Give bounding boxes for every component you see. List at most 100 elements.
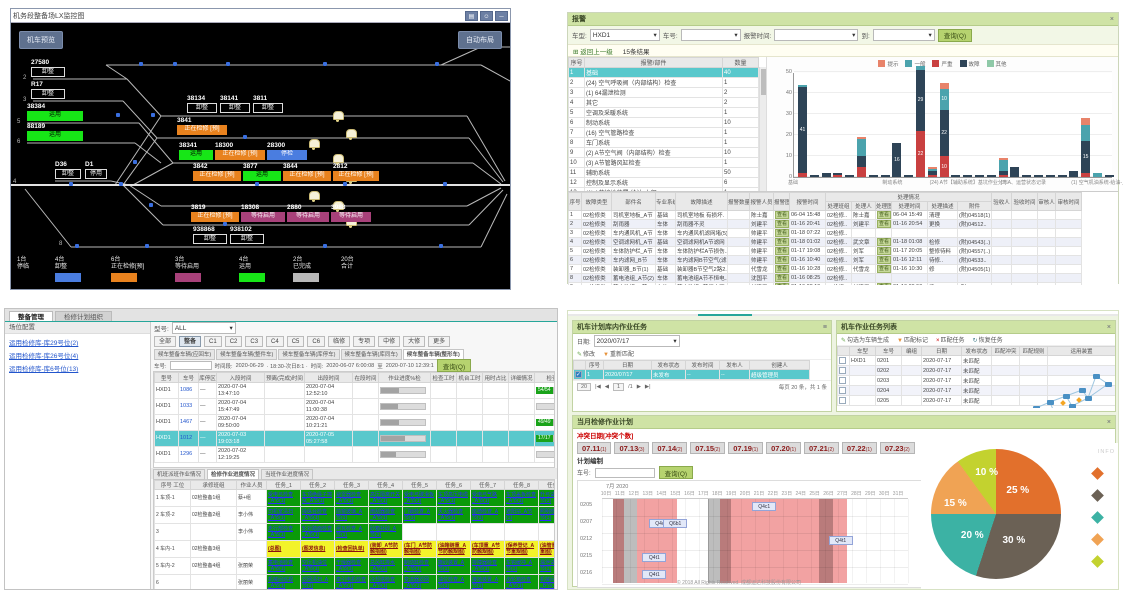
type-button[interactable]: C5	[286, 335, 305, 347]
bottom-subtab[interactable]: 机班派班作业情况	[153, 469, 206, 480]
task-link[interactable]: 避雷器检查_A节(1)	[336, 492, 362, 504]
task-link[interactable]: 车顶盖板检查_A节(1)	[506, 492, 537, 504]
task-link[interactable]: (车门_A节防触指图)	[404, 543, 433, 555]
task-link[interactable]: 机械间巡视_B节(1)	[540, 577, 555, 589]
vehicle-link[interactable]: 1296	[180, 451, 193, 457]
subtab[interactable]: 候车整备车辆(整形车)	[402, 348, 464, 360]
minimize-icon[interactable]: ─	[495, 10, 508, 21]
vehicle-link[interactable]: 1012	[180, 435, 193, 441]
type-button[interactable]: C6	[307, 335, 326, 347]
gantt-task-chip[interactable]: Q4t1	[828, 536, 853, 545]
task-link[interactable]: 干燥器检查_A节(1)	[336, 560, 362, 572]
task-link[interactable]: (车顶重_A节防触规图)	[472, 543, 501, 555]
filter-select[interactable]: ▾	[680, 29, 741, 41]
close-icon[interactable]: ×	[1109, 15, 1114, 23]
view-image-badge[interactable]: 查看	[775, 211, 789, 219]
task-link[interactable]: 蓄电池检查_A节(1)	[268, 560, 294, 572]
table-row[interactable]: 4 其它 2	[568, 97, 759, 108]
conflict-date-chip[interactable]: 07.22(1)	[841, 441, 877, 454]
view-image-badge[interactable]: 查看	[877, 256, 891, 264]
task-link[interactable]: 操纵台检查_A节(1)	[302, 509, 328, 521]
train-block[interactable]: 2880 等待启用	[287, 204, 329, 222]
task-link[interactable]: 司机室清扫_A节(1)	[268, 509, 294, 521]
task-link[interactable]: 变流器滤网_A节(1)	[404, 577, 430, 589]
task-link[interactable]: (保养登记_A节重规图)	[506, 543, 535, 555]
table-row[interactable]: 1 车顶-1 02检整备1组 蔡+组 受电弓检查_A节(1) 车顶绝缘子擦拭_A节(1)…	[154, 489, 555, 507]
date-value[interactable]: 2020-06-07 6:00:08	[326, 362, 375, 369]
table-row[interactable]: HXD1 1296 —2020-07-02 12:19:25	[154, 446, 554, 463]
train-block[interactable]: 3811 卸整	[253, 95, 283, 113]
table-row[interactable]: 2 02检修类 刮雨器 车体 刮雨器不灵 刘建平 查看 01-16 20:41 02检修.. 刘建…	[568, 219, 1083, 229]
task-link[interactable]: 撒砂装置_A节(1)	[438, 560, 465, 572]
type-button[interactable]: C1	[204, 335, 222, 347]
task-link[interactable]: 受电弓检查_A节(1)	[268, 492, 294, 504]
prep-query-button[interactable]: 查询(Q)	[436, 359, 472, 372]
bottom-subtab[interactable]: 当班作业进度情况	[261, 469, 314, 480]
table-row[interactable]: HXD1 0201 2020-07-17 未匹配	[837, 355, 1115, 366]
gantt-task-chip[interactable]: Q4c1	[752, 502, 777, 511]
table-row[interactable]: ✓ 1 2020/07/17 未发布 -- -- 超级管理员	[573, 369, 810, 380]
table-row[interactable]: HXD1 1467 —2020-07-04 09:50:00 2020-07-04 1…	[154, 414, 554, 431]
task-link[interactable]: 高压隔离开关_A节(1)	[370, 492, 401, 504]
task-link[interactable]: 走行部检查_A节(1)	[268, 526, 294, 538]
task-link[interactable]: (总图)	[268, 546, 282, 552]
train-block[interactable]: 88189 运用	[27, 123, 83, 141]
filter-select[interactable]: HXD1 ▾	[589, 29, 660, 41]
conflict-date-chip[interactable]: 07.19(1)	[728, 441, 764, 454]
task-link[interactable]: 车顶高压电缆_A节(1)	[438, 492, 469, 504]
conflict-date-chip[interactable]: 07.15(2)	[690, 441, 726, 454]
table-row[interactable]: 902检修类蓄电池组_B节(2)车体蓄电池组B节恒电不..刘建平查看01-16 …	[568, 282, 1083, 285]
vehicle-link[interactable]: 1033	[180, 403, 193, 409]
task-link[interactable]: 牵引电机检查_A节(1)	[336, 577, 367, 589]
page-size-select[interactable]: 20	[577, 382, 592, 391]
task-link[interactable]: 齿轮箱检查_A节(1)	[506, 577, 532, 589]
table-row[interactable]: HXD1 1033 —2020-07-04 15:47:49 2020-07-04 1…	[154, 398, 554, 415]
train-block[interactable]: 18300 正在检修 [预]	[215, 142, 265, 160]
table-row[interactable]: 7 02检修类 装卸器_B节(1) 基础 装卸器B节空气2路2.. 代雪龙 查看 01-16 …	[568, 264, 1083, 274]
subtab[interactable]: 候车整备车辆(应回车)	[154, 348, 216, 360]
tree-link[interactable]: 运用检修库-库26号位(4)	[9, 353, 79, 360]
task-link[interactable]: 闸瓦检查_A节(1)	[336, 526, 363, 538]
task-link[interactable]: 滤网清扫_A节(1)	[302, 577, 329, 589]
subtab[interactable]: 候车整备车辆(整件车)	[216, 348, 278, 360]
view-image-badge[interactable]: 查看	[877, 220, 891, 228]
task-link[interactable]: 雨刮器检查_A节(1)	[370, 509, 396, 521]
bottom-subtab[interactable]: 检修作业进度情况	[207, 469, 260, 480]
vehicle-link[interactable]: 1086	[180, 387, 193, 393]
conflict-date-chip[interactable]: 07.21(2)	[804, 441, 839, 454]
task-link[interactable]: 门锁检查_A节(1)	[404, 509, 431, 521]
train-block[interactable]: 28300 停检	[267, 142, 307, 160]
task-link[interactable]: 前窗玻璃_A节(1)	[336, 509, 363, 521]
table-row[interactable]: 4 02检修类 空调滤网机_A节 基础 空调滤网机A节滤网 帅建平 查看 01-18 01:0…	[568, 237, 1083, 247]
train-block[interactable]: 38134 卸整	[187, 95, 217, 113]
table-row[interactable]: 12 控制及显示系统 6	[568, 177, 759, 188]
table-row[interactable]: 5 空调及采暖系统 1	[568, 107, 759, 118]
table-row[interactable]: 2 (24) 空气呼吸阀（内部结构）检查 1	[568, 77, 759, 88]
view-image-badge[interactable]: 查看	[877, 238, 891, 246]
filter-select[interactable]: ▾	[774, 29, 859, 41]
table-row[interactable]: 6 制动系统 10	[568, 117, 759, 128]
checkbox-icon[interactable]	[839, 366, 846, 374]
gantt-query-button[interactable]: 查询(Q)	[658, 466, 694, 479]
task-link[interactable]: (油箱链重_A节防触规图)	[438, 543, 467, 555]
vehicle-link[interactable]: 1467	[180, 419, 193, 425]
type-button[interactable]: 更多	[428, 335, 451, 347]
train-block[interactable]: 3842 正在检修 [预]	[193, 163, 241, 181]
task-link[interactable]: 照明检查_A节(1)	[540, 509, 555, 521]
table-row[interactable]: 1 基础 40	[568, 67, 759, 78]
loco-preview-button[interactable]: 机车预览	[19, 31, 63, 49]
auto-layout-button[interactable]: 自动布局	[458, 31, 502, 49]
view-image-badge[interactable]: 查看	[877, 211, 891, 219]
first-page-icon[interactable]: |◀	[595, 383, 601, 390]
table-row[interactable]: 2 车顶-2 02检整备2组 李小伟 司机室清扫_A节(1) 操纵台检查_A节(1) 前窗…	[154, 506, 555, 524]
type-button[interactable]: 全部	[154, 335, 177, 347]
view-image-badge[interactable]: 查看	[775, 274, 789, 282]
close-icon[interactable]: ×	[1106, 323, 1111, 331]
toolbar-button[interactable]: ✎勾选为车辆生成	[841, 338, 890, 344]
subtab[interactable]: 候车整备车辆(库同车)	[340, 348, 402, 360]
type-button[interactable]: 专项	[353, 335, 376, 347]
type-button[interactable]: 中修	[378, 335, 401, 347]
page-number[interactable]: 1	[613, 382, 625, 391]
checkbox-icon[interactable]	[839, 376, 846, 384]
task-link[interactable]: 升弓试验_A节(1)	[540, 492, 555, 504]
